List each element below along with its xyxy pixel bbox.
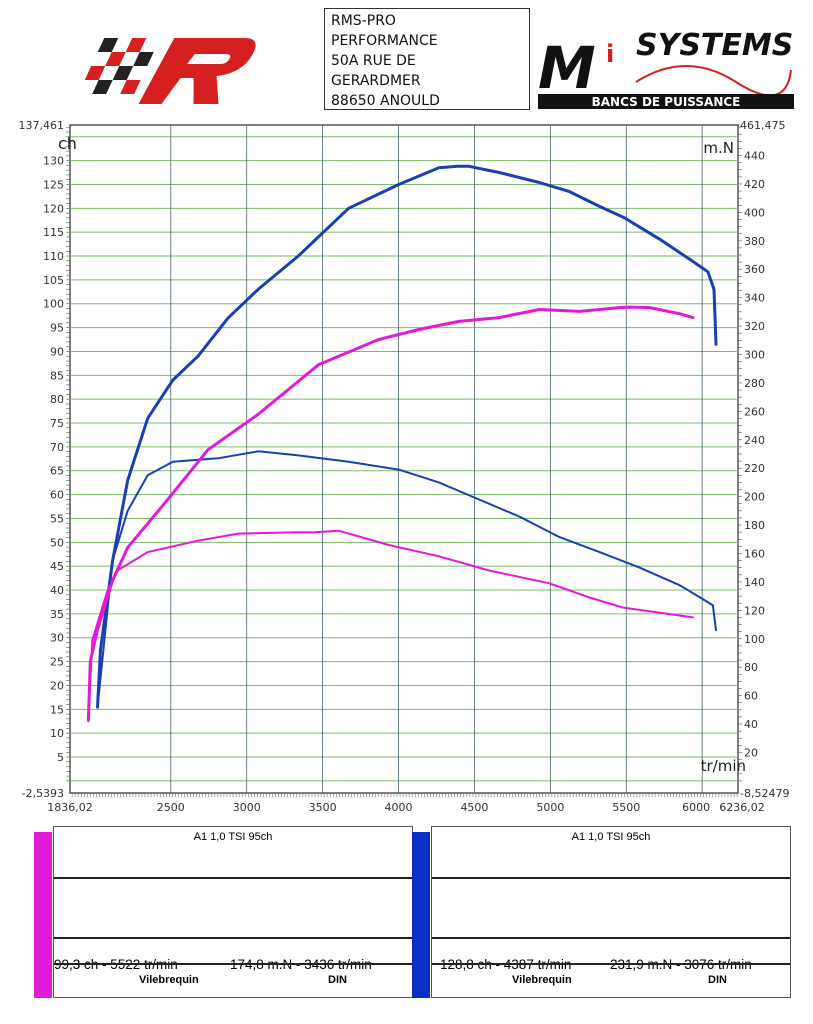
y-right-tick-label: 260 — [744, 405, 765, 418]
y-right-tick-label: 160 — [744, 547, 765, 560]
y-left-tick-label: 130 — [43, 155, 64, 168]
run-title: A1 1,0 TSI 95ch — [54, 827, 412, 879]
norm: DIN — [708, 974, 727, 986]
y-right-tick-label: 80 — [744, 661, 758, 674]
norm: DIN — [328, 974, 347, 986]
y-right-min-label: -8,52479 — [740, 787, 789, 800]
y-right-tick-label: 40 — [744, 718, 758, 731]
y-left-tick-label: 40 — [50, 584, 64, 597]
x-tick-label: 2500 — [157, 801, 185, 814]
y-right-tick-label: 220 — [744, 462, 765, 475]
blue-power-curve — [96, 164, 718, 709]
y-right-axis-title: m.N — [703, 139, 734, 157]
measure-mode: Vilebrequin — [139, 974, 199, 986]
address-line: PERFORMANCE — [331, 33, 438, 49]
legend-card-pink: A1 1,0 TSI 95ch 99,3 ch - 5522 tr/min 17… — [53, 826, 413, 998]
y-right-tick-label: 300 — [744, 349, 765, 362]
address-line: RMS-PRO — [331, 13, 396, 29]
x-tick-label: 3500 — [309, 801, 337, 814]
y-left-tick-label: 105 — [43, 274, 64, 287]
blank-row — [54, 879, 412, 939]
y-right-tick-label: 320 — [744, 320, 765, 333]
y-left-tick-label: 80 — [50, 393, 64, 406]
y-left-tick-label: 15 — [50, 703, 64, 716]
y-left-tick-label: 35 — [50, 608, 64, 621]
y-right-tick-label: 20 — [744, 746, 758, 759]
logo-subtitle: BANCS DE PUISSANCE — [592, 95, 741, 109]
y-right-tick-label: 400 — [744, 206, 765, 219]
x-min-label: 1836,02 — [47, 801, 93, 814]
x-tick-label: 3000 — [233, 801, 261, 814]
dealer-address: RMS-PRO PERFORMANCE 50A RUE DE GERARDMER… — [324, 8, 530, 110]
x-max-label: 6236,02 — [719, 801, 765, 814]
y-right-max-label: 461,475 — [740, 119, 786, 132]
y-right-tick-label: 140 — [744, 576, 765, 589]
y-left-tick-label: 25 — [50, 656, 64, 669]
y-left-tick-label: 60 — [50, 489, 64, 502]
x-tick-label: 5000 — [536, 801, 564, 814]
y-left-tick-label: 85 — [50, 369, 64, 382]
dyno-chart: 5 10 15 20 25 30 35 40 45 50 55 60 65 70 75 80 85 90 95 100… — [19, 119, 790, 814]
y-left-tick-label: 50 — [50, 536, 64, 549]
y-left-tick-label: 5 — [57, 751, 64, 764]
y-left-tick-label: 115 — [43, 226, 64, 239]
y-right-tick-label: 340 — [744, 292, 765, 305]
series-color-swatch — [412, 832, 430, 998]
y-left-axis-title: ch — [58, 134, 77, 153]
y-left-tick-label: 20 — [50, 679, 64, 692]
y-right-tick-label: 380 — [744, 235, 765, 248]
plot-area — [69, 124, 739, 794]
y-left-max-label: 137,461 — [19, 119, 65, 132]
y-right-tick-label: 120 — [744, 604, 765, 617]
address-line: 88650 ANOULD — [331, 93, 440, 109]
y-right-tick-label: 60 — [744, 690, 758, 703]
y-left-tick-label: 75 — [50, 417, 64, 430]
legend-card-blue: A1 1,0 TSI 95ch 128,8 ch - 4387 tr/min 2… — [431, 826, 791, 998]
blank-row — [432, 879, 790, 939]
y-right-tick-label: 200 — [744, 491, 765, 504]
y-right-tick-label: 180 — [744, 519, 765, 532]
measure-mode: Vilebrequin — [512, 974, 572, 986]
correction-row: Vilebrequin DIN — [54, 963, 412, 1001]
y-right-tick-label: 420 — [744, 178, 765, 191]
y-left-tick-label: 90 — [50, 345, 64, 358]
y-left-tick-label: 45 — [50, 560, 64, 573]
y-left-tick-label: 30 — [50, 632, 64, 645]
pink-torque-curve — [87, 529, 694, 723]
y-right-tick-label: 360 — [744, 263, 765, 276]
y-left-tick-label: 120 — [43, 202, 64, 215]
address-line: GERARDMER — [331, 73, 421, 89]
y-left-tick-label: 125 — [43, 178, 64, 191]
y-left-tick-label: 95 — [50, 322, 64, 335]
svg-text:M: M — [538, 34, 596, 102]
y-left-tick-label: 70 — [50, 441, 64, 454]
y-left-tick-label: 10 — [50, 727, 64, 740]
x-tick-label: 4500 — [460, 801, 488, 814]
y-right-tick-label: 100 — [744, 633, 765, 646]
blue-torque-curve — [96, 450, 717, 709]
misystems-logo: M i SYSTEMS BANCS DE PUISSANCE — [538, 28, 794, 109]
address-line: 50A RUE DE — [331, 53, 416, 69]
y-left-tick-label: 100 — [43, 298, 64, 311]
y-right-tick-label: 280 — [744, 377, 765, 390]
y-right-tick-label: 240 — [744, 434, 765, 447]
svg-text:i: i — [606, 40, 614, 68]
run-title: A1 1,0 TSI 95ch — [432, 827, 790, 879]
x-axis-title: tr/min — [701, 757, 746, 775]
y-right-tick-label: 440 — [744, 150, 765, 163]
svg-text:SYSTEMS: SYSTEMS — [636, 28, 793, 63]
series-color-swatch — [34, 832, 52, 998]
rms-logo — [84, 38, 256, 104]
correction-row: Vilebrequin DIN — [432, 963, 790, 1001]
y-left-tick-label: 55 — [50, 512, 64, 525]
x-tick-label: 5500 — [612, 801, 640, 814]
y-left-min-label: -2,5393 — [22, 787, 64, 800]
x-tick-label: 6000 — [682, 801, 710, 814]
y-left-tick-label: 65 — [50, 465, 64, 478]
x-tick-label: 4000 — [385, 801, 413, 814]
y-left-tick-label: 110 — [43, 250, 64, 263]
